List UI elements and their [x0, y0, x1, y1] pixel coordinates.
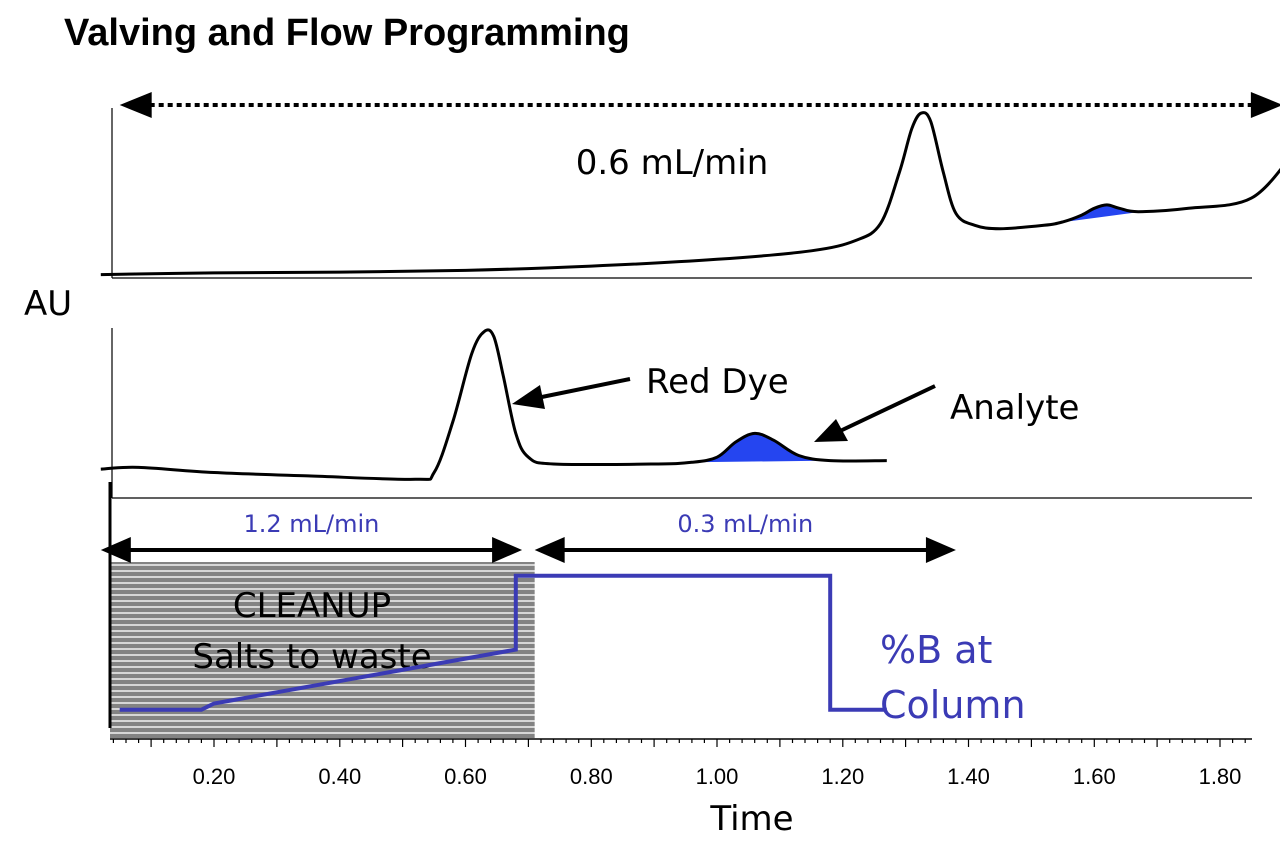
upper-flow-arrow — [119, 92, 1280, 118]
x-tick-labels: 0.20 0.40 0.60 0.80 1.00 1.20 1.40 1.60 1.80 — [193, 764, 1242, 789]
percent-b-label-line2: Column — [880, 683, 1026, 727]
percent-b-label-line1: %B at — [880, 628, 992, 672]
upper-flow-label: 0.6 mL/min — [576, 143, 769, 183]
x-tick-label: 1.20 — [821, 764, 864, 789]
analyte-arrowhead — [814, 419, 848, 442]
upper-flow-arrowhead-left — [119, 92, 152, 118]
red-dye-arrow — [531, 377, 631, 401]
x-axis-label: Time — [709, 799, 793, 839]
upper-panel: 0.6 mL/min — [100, 92, 1280, 279]
percent-b-line — [119, 573, 887, 712]
x-tick-label: 0.20 — [193, 764, 236, 789]
red-dye-label: Red Dye — [646, 362, 789, 402]
lower-panel: Red Dye Analyte — [100, 328, 1252, 499]
flow-segment-arrowhead-left — [100, 537, 131, 563]
x-tick-label: 1.40 — [947, 764, 990, 789]
y-axis-label: AU — [24, 284, 72, 324]
analyte-label: Analyte — [950, 388, 1079, 428]
flow-segments: 1.2 mL/min 0.3 mL/min — [100, 510, 956, 563]
cleanup-title: CLEANUP — [233, 586, 391, 626]
x-ticks — [112, 739, 1246, 747]
flow-segment-label: 1.2 mL/min — [244, 510, 380, 538]
red-dye-arrowhead — [512, 385, 545, 409]
gradient-panel: CLEANUP Salts to waste %B at Column 1.2 … — [100, 482, 1026, 738]
flow-segment-label: 0.3 mL/min — [677, 510, 813, 538]
flow-segment-arrowhead-right — [925, 537, 956, 563]
upper-flow-arrowhead-right — [1250, 92, 1280, 118]
x-tick-label: 0.40 — [318, 764, 361, 789]
x-tick-label: 1.00 — [696, 764, 739, 789]
flow-segment-arrowhead-left — [534, 537, 565, 563]
upper-trace — [100, 111, 1280, 277]
x-tick-label: 1.60 — [1073, 764, 1116, 789]
flow-segment-arrowhead-right — [492, 537, 523, 563]
chart-title: Valving and Flow Programming — [64, 12, 630, 54]
lower-trace — [100, 328, 887, 481]
x-tick-label: 0.60 — [444, 764, 487, 789]
x-tick-label: 0.80 — [570, 764, 613, 789]
x-axis: 0.20 0.40 0.60 0.80 1.00 1.20 1.40 1.60 1.80 — [110, 738, 1252, 789]
x-tick-label: 1.80 — [1199, 764, 1242, 789]
analyte-arrow — [837, 384, 936, 434]
